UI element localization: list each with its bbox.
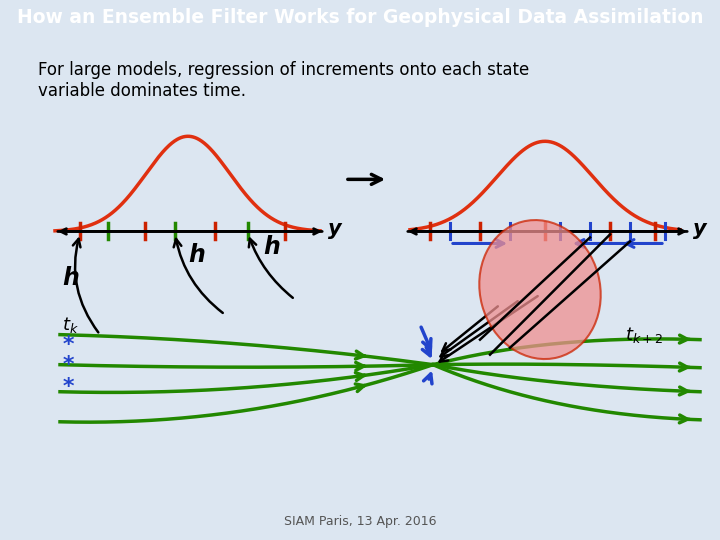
Text: How an Ensemble Filter Works for Geophysical Data Assimilation: How an Ensemble Filter Works for Geophys… [17, 8, 703, 27]
Ellipse shape [480, 220, 600, 359]
Text: *: * [62, 355, 76, 375]
Text: *: * [62, 377, 76, 397]
Text: For large models, regression of increments onto each state
variable dominates ti: For large models, regression of incremen… [38, 61, 529, 100]
Text: $t_k$: $t_k$ [62, 315, 78, 335]
Text: $t_{k+2}$: $t_{k+2}$ [625, 325, 664, 345]
Text: SIAM Paris, 13 Apr. 2016: SIAM Paris, 13 Apr. 2016 [284, 515, 436, 528]
Text: h: h [62, 266, 79, 289]
Text: *: * [62, 335, 76, 355]
Text: h: h [188, 242, 205, 267]
Text: y: y [328, 219, 341, 239]
Text: h: h [263, 235, 280, 260]
Text: y: y [693, 219, 706, 239]
